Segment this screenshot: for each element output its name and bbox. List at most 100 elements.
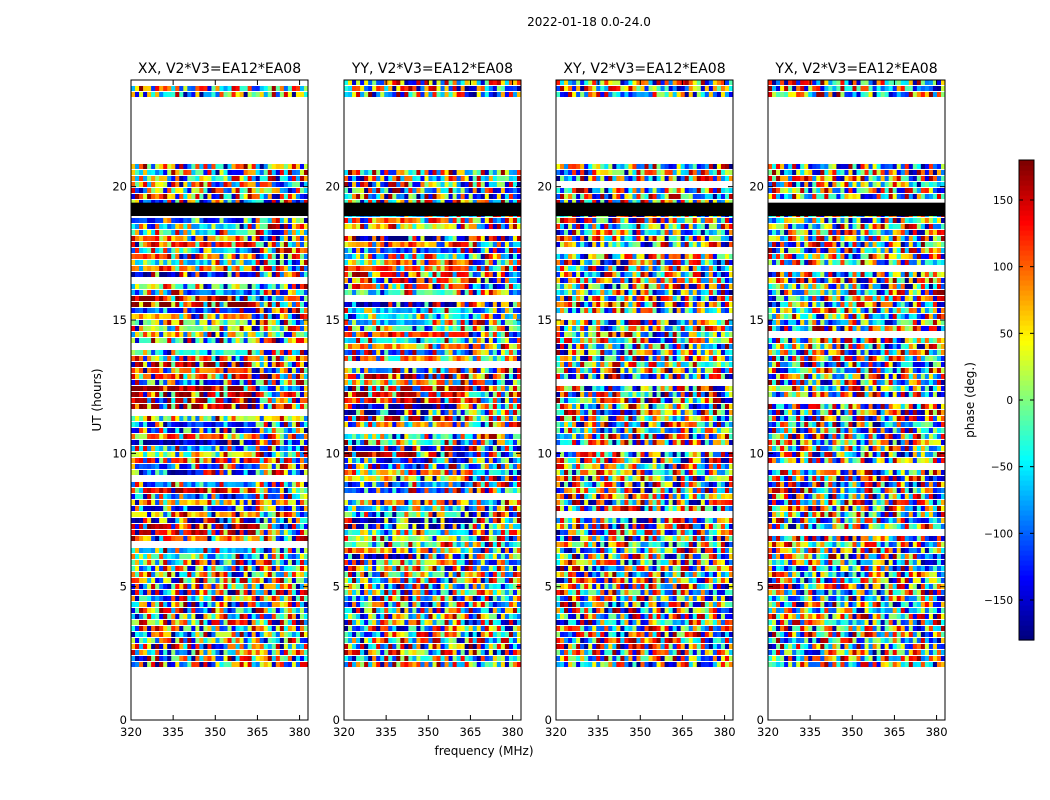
colorbar-segment	[1019, 360, 1034, 366]
colorbar-segment	[1019, 510, 1034, 516]
x-tick-label: 320	[120, 725, 142, 739]
y-tick-label: 20	[325, 180, 340, 194]
panel-frame	[343, 79, 522, 721]
y-tick-label: 5	[120, 580, 127, 594]
colorbar-segment	[1019, 405, 1034, 411]
colorbar-segment	[1019, 585, 1034, 591]
colorbar-segment	[1019, 260, 1034, 266]
phase-heatmap	[131, 80, 308, 720]
colorbar-segment	[1019, 220, 1034, 226]
y-tick-label: 15	[112, 313, 127, 327]
colorbar-tick-label: 150	[993, 195, 1013, 207]
panel-yx: YX, V2*V3=EA12*EA08 0 5 10 15 20 320 335 350 365 3…	[749, 61, 947, 739]
colorbar-segment	[1019, 300, 1034, 306]
y-tick-label: 10	[112, 446, 127, 460]
colorbar-segment	[1019, 620, 1034, 626]
colorbar-segment	[1019, 555, 1034, 561]
colorbar-segment	[1019, 320, 1034, 326]
colorbar-segment	[1019, 350, 1034, 356]
colorbar-segment	[1019, 250, 1034, 256]
colorbar-segment	[1019, 245, 1034, 251]
x-tick-label: 335	[375, 725, 397, 739]
colorbar-segment	[1019, 285, 1034, 291]
colorbar-segment	[1019, 160, 1034, 166]
x-axis-label: frequency (MHz)	[434, 744, 533, 758]
y-tick-label: 0	[333, 713, 340, 727]
colorbar-segment	[1019, 295, 1034, 301]
colorbar-segment	[1019, 305, 1034, 311]
colorbar-tick-label: −50	[991, 462, 1013, 474]
x-tick-label: 365	[459, 725, 481, 739]
colorbar-segment	[1019, 380, 1034, 386]
colorbar-segment	[1019, 280, 1034, 286]
colorbar-segment	[1019, 560, 1034, 566]
y-tick-label: 10	[325, 446, 340, 460]
colorbar-segment	[1019, 630, 1034, 636]
colorbar-tick-label: 0	[1006, 395, 1013, 407]
y-tick-label: 0	[120, 713, 127, 727]
colorbar-segment	[1019, 385, 1034, 391]
x-tick-label: 380	[926, 725, 948, 739]
colorbar-segment	[1019, 600, 1034, 606]
x-tick-label: 335	[799, 725, 821, 739]
panel-title: YX, V2*V3=EA12*EA08	[774, 61, 937, 77]
colorbar-segment	[1019, 235, 1034, 241]
colorbar-segment	[1019, 570, 1034, 576]
x-tick-label: 350	[204, 725, 226, 739]
colorbar-segment	[1019, 215, 1034, 221]
colorbar-segment	[1019, 605, 1034, 611]
colorbar-segment	[1019, 290, 1034, 296]
colorbar-segment	[1019, 535, 1034, 541]
panel-frame	[130, 79, 309, 721]
colorbar-segment	[1019, 480, 1034, 486]
colorbar-segment	[1019, 345, 1034, 351]
colorbar-segment	[1019, 180, 1034, 186]
colorbar-segment	[1019, 185, 1034, 191]
colorbar-segment	[1019, 225, 1034, 231]
y-axis-label: UT (hours)	[90, 368, 104, 431]
y-tick-label: 20	[537, 180, 552, 194]
colorbar-tick-label: −100	[984, 528, 1013, 540]
colorbar-segment	[1019, 240, 1034, 246]
colorbar-segment	[1019, 355, 1034, 361]
colorbar-segment	[1019, 610, 1034, 616]
colorbar-segment	[1019, 415, 1034, 421]
colorbar-segment	[1019, 465, 1034, 471]
colorbar-segment	[1019, 430, 1034, 436]
x-tick-label: 380	[289, 725, 311, 739]
y-tick-label: 5	[545, 580, 552, 594]
panel-frame	[555, 79, 734, 721]
x-tick-label: 380	[502, 725, 524, 739]
colorbar-tick-label: 100	[993, 262, 1013, 274]
colorbar-segment	[1019, 490, 1034, 496]
colorbar-segment	[1019, 575, 1034, 581]
colorbar-segment	[1019, 625, 1034, 631]
colorbar-segment	[1019, 515, 1034, 521]
panel-xy: XY, V2*V3=EA12*EA08 0 5 10 15 20 320 335 350 365 3…	[537, 61, 735, 739]
panels-group: XX, V2*V3=EA12*EA08 0 5 10 15 20 320 335 350 365 3…	[112, 61, 947, 739]
colorbar-label: phase (deg.)	[963, 362, 977, 438]
colorbar-tick-label: 50	[1000, 328, 1013, 340]
colorbar-segment	[1019, 545, 1034, 551]
panel-yy: YY, V2*V3=EA12*EA08 0 5 10 15 20 320 335 350 365 3…	[325, 61, 523, 739]
colorbar-segment	[1019, 175, 1034, 181]
x-tick-label: 335	[587, 725, 609, 739]
colorbar-segment	[1019, 190, 1034, 196]
x-tick-label: 320	[757, 725, 779, 739]
y-tick-label: 0	[545, 713, 552, 727]
phase-heatmap	[768, 80, 945, 720]
y-tick-label: 10	[749, 446, 764, 460]
colorbar-segment	[1019, 500, 1034, 506]
y-tick-label: 15	[537, 313, 552, 327]
y-tick-label: 20	[749, 180, 764, 194]
panel-xx: XX, V2*V3=EA12*EA08 0 5 10 15 20 320 335 350 365 3…	[112, 61, 310, 739]
colorbar-segment	[1019, 470, 1034, 476]
colorbar: 150 100 50 0 −50 −100 −150	[984, 159, 1035, 641]
colorbar-segment	[1019, 420, 1034, 426]
colorbar-segment	[1019, 615, 1034, 621]
colorbar-segment	[1019, 330, 1034, 336]
colorbar-segment	[1019, 370, 1034, 376]
colorbar-segment	[1019, 270, 1034, 276]
colorbar-segment	[1019, 530, 1034, 536]
colorbar-segment	[1019, 435, 1034, 441]
